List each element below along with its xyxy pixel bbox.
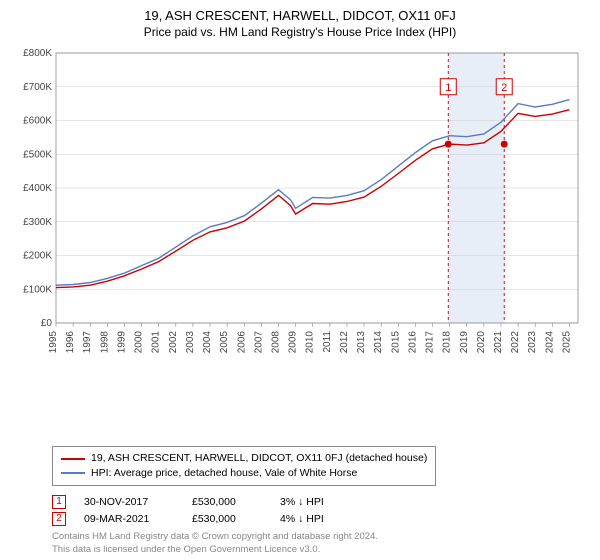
y-tick-label: £800K	[23, 48, 52, 59]
line-chart: £0 £100K £200K £300K £400K £500K £600K £700K £80…	[12, 47, 588, 357]
y-tick-label: £0	[41, 318, 53, 329]
transaction-diff: 4% ↓ HPI	[280, 511, 370, 528]
x-tick-label: 2008	[270, 331, 281, 354]
marker-badge-number: 2	[501, 82, 507, 94]
x-tick-label: 2002	[168, 331, 179, 354]
x-tick-label: 2022	[510, 331, 521, 354]
x-tick-label: 2017	[425, 331, 436, 354]
x-tick-label: 1997	[82, 331, 93, 354]
x-tick-label: 2001	[151, 331, 162, 354]
transaction-price: £530,000	[192, 511, 262, 528]
x-tick-label: 2009	[288, 331, 299, 354]
y-tick-label: £300K	[23, 217, 52, 228]
transaction-marker: 2	[52, 512, 66, 526]
x-tick-label: 2012	[339, 331, 350, 354]
footer-line: This data is licensed under the Open Gov…	[52, 544, 588, 556]
x-tick-label: 2007	[253, 331, 264, 354]
y-tick-label: £600K	[23, 116, 52, 127]
x-tick-label: 2024	[544, 331, 555, 354]
x-tick-label: 2000	[134, 331, 145, 354]
transaction-row: 2 09-MAR-2021 £530,000 4% ↓ HPI	[52, 511, 588, 528]
x-tick-label: 2020	[476, 331, 487, 354]
transaction-price: £530,000	[192, 494, 262, 511]
chart-title: 19, ASH CRESCENT, HARWELL, DIDCOT, OX11 …	[12, 8, 588, 23]
x-tick-label: 2010	[305, 331, 316, 354]
x-tick-label: 2018	[442, 331, 453, 354]
legend-label: HPI: Average price, detached house, Vale…	[91, 466, 357, 481]
x-tick-label: 2011	[322, 331, 333, 353]
transaction-diff: 3% ↓ HPI	[280, 494, 370, 511]
y-tick-label: £100K	[23, 284, 52, 295]
transaction-date: 09-MAR-2021	[84, 511, 174, 528]
x-tick-label: 1998	[99, 331, 110, 354]
y-tick-label: £500K	[23, 149, 52, 160]
transaction-table: 1 30-NOV-2017 £530,000 3% ↓ HPI 2 09-MAR-2021…	[52, 494, 588, 528]
y-tick-label: £400K	[23, 183, 52, 194]
legend: 19, ASH CRESCENT, HARWELL, DIDCOT, OX11 …	[52, 446, 436, 485]
x-tick-label: 2025	[561, 331, 572, 354]
x-tick-label: 2023	[527, 331, 538, 354]
x-tick-label: 2005	[219, 331, 230, 354]
x-tick-label: 1996	[65, 331, 76, 354]
legend-item: HPI: Average price, detached house, Vale…	[61, 466, 427, 481]
x-tick-label: 2013	[356, 331, 367, 354]
x-tick-label: 1999	[116, 331, 127, 354]
y-tick-label: £200K	[23, 251, 52, 262]
legend-item: 19, ASH CRESCENT, HARWELL, DIDCOT, OX11 …	[61, 451, 427, 466]
x-tick-label: 2003	[185, 331, 196, 354]
x-tick-label: 2015	[390, 331, 401, 354]
marker-badge-number: 1	[445, 82, 451, 94]
transaction-date: 30-NOV-2017	[84, 494, 174, 511]
x-tick-label: 2019	[459, 331, 470, 354]
chart-subtitle: Price paid vs. HM Land Registry's House …	[12, 25, 588, 39]
x-tick-label: 2014	[373, 331, 384, 354]
y-tick-label: £700K	[23, 82, 52, 93]
marker-dot	[501, 141, 508, 148]
legend-label: 19, ASH CRESCENT, HARWELL, DIDCOT, OX11 …	[91, 451, 427, 466]
x-tick-label: 1995	[48, 331, 59, 354]
legend-swatch	[61, 458, 85, 460]
legend-swatch	[61, 472, 85, 474]
x-tick-label: 2016	[407, 331, 418, 354]
x-tick-label: 2006	[236, 331, 247, 354]
x-tick-label: 2021	[493, 331, 504, 354]
footer-line: Contains HM Land Registry data © Crown c…	[52, 531, 588, 543]
footer-attribution: Contains HM Land Registry data © Crown c…	[52, 531, 588, 556]
x-tick-label: 2004	[202, 331, 213, 354]
transaction-marker: 1	[52, 495, 66, 509]
chart-area: £0 £100K £200K £300K £400K £500K £600K £700K £80…	[12, 47, 588, 440]
transaction-row: 1 30-NOV-2017 £530,000 3% ↓ HPI	[52, 494, 588, 511]
